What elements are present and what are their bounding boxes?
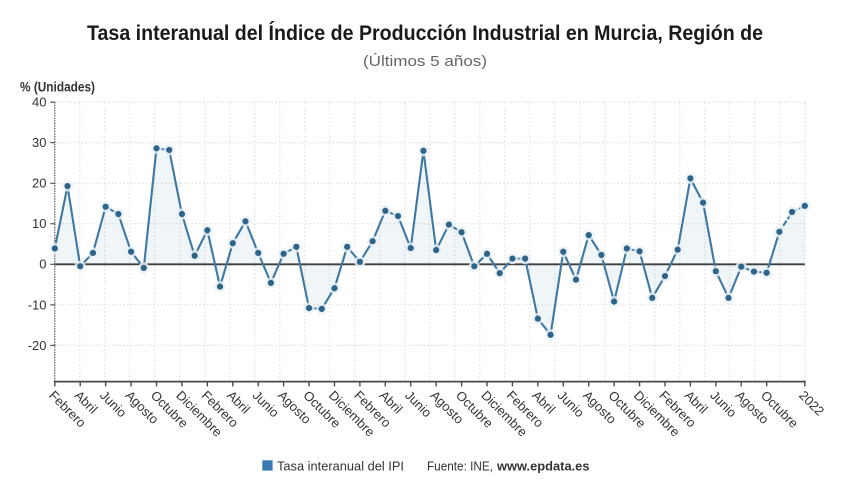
svg-text:www.epdata.es: www.epdata.es [496,459,589,474]
svg-text:0: 0 [39,257,46,272]
svg-text:30: 30 [32,135,46,150]
svg-text:% (Unidades): % (Unidades) [20,80,95,95]
svg-text:(Últimos 5 años): (Últimos 5 años) [363,53,487,70]
svg-text:-10: -10 [28,297,47,312]
svg-text:Tasa interanual del Índice de: Tasa interanual del Índice de Producción… [87,22,763,45]
svg-text:40: 40 [32,95,46,110]
svg-text:10: 10 [32,216,46,231]
svg-text:Fuente: INE,: Fuente: INE, [427,459,493,474]
svg-text:Tasa interanual del IPI: Tasa interanual del IPI [277,459,404,474]
svg-text:-20: -20 [28,338,47,353]
svg-text:20: 20 [32,176,46,191]
